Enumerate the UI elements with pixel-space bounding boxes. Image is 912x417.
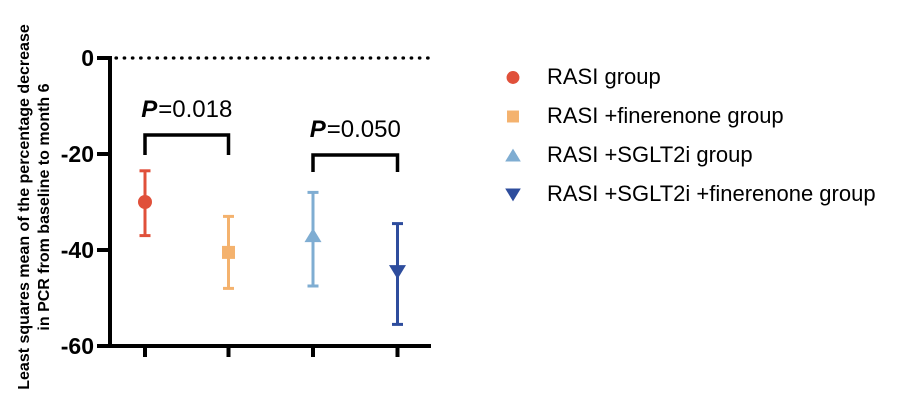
data-point-marker (304, 228, 322, 243)
y-tick-label: -60 (60, 333, 94, 359)
series-3 (304, 190, 322, 288)
legend-item-rasi-sglt2i: RASI +SGLT2i group (503, 142, 876, 168)
legend-label: RASI group (547, 64, 661, 89)
legend-marker-glyph (506, 71, 520, 84)
legend-item-rasi-sglt2i-finerenone: RASI +SGLT2i +finerenone group (503, 181, 876, 207)
triangle-down-marker-icon (505, 188, 521, 202)
series-2 (222, 214, 235, 290)
series-4 (389, 222, 406, 326)
legend-label: RASI +SGLT2i group (547, 142, 753, 167)
circle-marker-icon (506, 71, 520, 84)
legend-label: RASI +SGLT2i +finerenone group (547, 181, 876, 206)
p-value-text: =0.018 (158, 96, 233, 123)
p-value-label-2: P=0.050 (275, 116, 435, 143)
data-point-marker (389, 265, 406, 280)
series-1 (138, 169, 152, 238)
legend-marker-glyph (507, 110, 519, 123)
data-point-marker (222, 245, 235, 259)
y-tick-label: 0 (81, 45, 94, 71)
legend-marker-glyph (505, 148, 521, 162)
legend-item-rasi-finerenone: RASI +finerenone group (503, 103, 876, 129)
square-marker-icon (507, 110, 519, 123)
legend: RASI group RASI +finerenone group RASI +… (503, 64, 876, 220)
triangle-up-marker-icon (505, 148, 521, 162)
y-tick-label: -40 (60, 237, 94, 263)
p-value-text: =0.050 (326, 116, 401, 143)
p-symbol: P (309, 116, 326, 143)
comparison-bracket (143, 133, 231, 155)
legend-item-rasi: RASI group (503, 64, 876, 90)
y-tick-label: -20 (60, 141, 94, 167)
comparison-bracket (311, 153, 400, 172)
legend-marker-glyph (505, 188, 521, 202)
data-point-marker (138, 195, 152, 209)
legend-label: RASI +finerenone group (547, 103, 784, 128)
p-value-label-1: P=0.018 (107, 96, 267, 123)
p-symbol: P (141, 96, 158, 123)
